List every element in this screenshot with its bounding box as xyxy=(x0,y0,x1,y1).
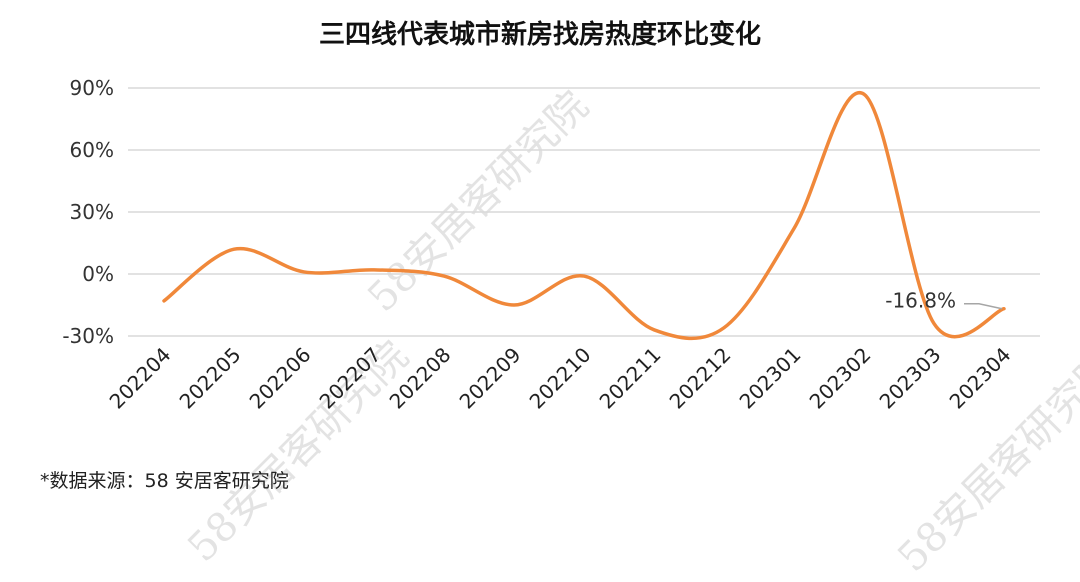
x-tick-label: 202304 xyxy=(945,343,1016,414)
x-tick-label: 202301 xyxy=(735,343,806,414)
source-note: *数据来源：58 安居客研究院 xyxy=(40,466,289,493)
x-tick-label: 202204 xyxy=(105,343,176,414)
x-tick-label: 202303 xyxy=(875,343,946,414)
y-tick-label: 90% xyxy=(70,76,114,100)
y-tick-label: 30% xyxy=(70,200,114,224)
x-tick-label: 202302 xyxy=(805,343,876,414)
series-line xyxy=(164,93,1004,339)
x-tick-label: 202209 xyxy=(455,343,526,414)
annotation-leader-line xyxy=(964,304,1002,309)
x-tick-label: 202208 xyxy=(385,343,456,414)
x-tick-label: 202212 xyxy=(665,343,736,414)
x-tick-label: 202207 xyxy=(315,343,386,414)
x-tick-label: 202205 xyxy=(175,343,246,414)
data-label: -16.8% xyxy=(885,289,956,313)
x-tick-label: 202206 xyxy=(245,343,316,414)
x-tick-label: 202210 xyxy=(525,343,596,414)
x-tick-label: 202211 xyxy=(595,343,666,414)
y-tick-label: 0% xyxy=(82,262,114,286)
y-tick-label: -30% xyxy=(62,324,114,348)
y-tick-label: 60% xyxy=(70,138,114,162)
